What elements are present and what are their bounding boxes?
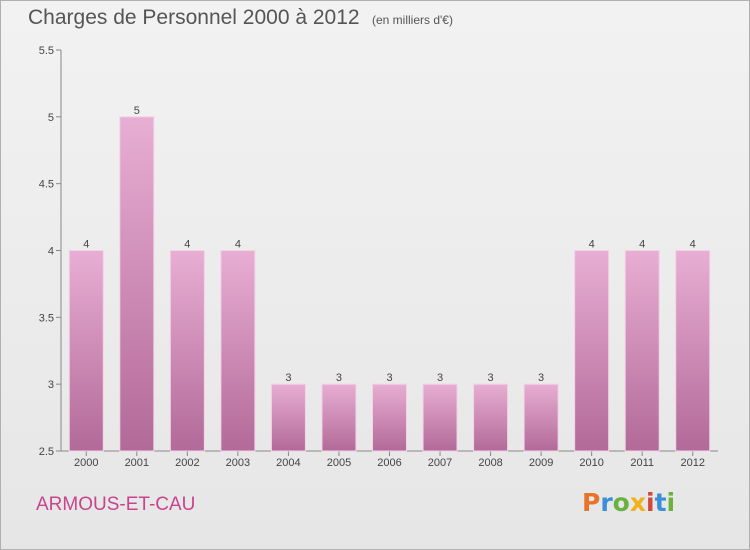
data-label: 3 (386, 372, 392, 384)
data-label: 4 (83, 239, 89, 251)
logo-letter: P (582, 488, 601, 517)
x-tick-label: 2012 (680, 457, 704, 469)
bar (422, 383, 458, 452)
y-tick-label: 3.5 (39, 312, 54, 324)
bar (675, 250, 711, 452)
data-label: 3 (285, 372, 291, 384)
data-label: 3 (336, 372, 342, 384)
data-label: 4 (639, 239, 645, 251)
logo-letter: x (629, 488, 646, 517)
x-tick-label: 2008 (478, 457, 502, 469)
x-tick-label: 2009 (529, 457, 553, 469)
x-tick-label: 2010 (579, 457, 603, 469)
bar (473, 383, 509, 452)
data-label: 4 (235, 239, 241, 251)
bar (372, 383, 407, 452)
data-label: 4 (589, 239, 595, 251)
y-tick-label: 5 (48, 112, 54, 124)
data-label: 5 (134, 105, 140, 117)
data-label: 4 (690, 239, 696, 251)
y-tick-label: 2.5 (39, 446, 54, 458)
bar (220, 250, 256, 452)
data-label: 3 (437, 372, 443, 384)
logo-letter: r (600, 488, 613, 517)
bar (624, 250, 660, 452)
x-tick-label: 2011 (630, 457, 654, 469)
data-label: 4 (184, 239, 190, 251)
x-tick-label: 2007 (428, 457, 452, 469)
y-tick-label: 4.5 (39, 179, 54, 191)
y-tick-label: 4 (48, 246, 54, 258)
chart-bars (68, 116, 711, 452)
bar (169, 250, 205, 452)
data-label: 3 (488, 372, 494, 384)
town-name: ARMOUS-ET-CAU (36, 494, 196, 515)
chart-title: Charges de Personnel 2000 à 2012 (28, 6, 360, 29)
bar (523, 383, 559, 452)
logo-letter: i (646, 488, 655, 517)
bar (321, 383, 357, 452)
bar (68, 250, 104, 452)
x-tick-label: 2001 (125, 457, 149, 469)
x-tick-label: 2004 (276, 457, 300, 469)
chart-labels: 2000 4 2001 5 2002 4 2003 4 2004 3 2005 3 2006 3 2007 3… (74, 105, 705, 469)
x-tick-label: 2003 (226, 457, 250, 469)
logo-letter: t (654, 488, 667, 517)
y-tick-label: 5.5 (39, 45, 54, 57)
x-tick-label: 2000 (74, 457, 98, 469)
proxiti-logo[interactable]: Proxiti (582, 488, 675, 517)
bar (574, 250, 610, 452)
logo-letter: o (612, 488, 630, 517)
bar (119, 116, 155, 452)
x-tick-label: 2005 (327, 457, 351, 469)
logo-letter: i (666, 488, 676, 517)
y-tick-label: 3 (48, 379, 54, 391)
data-label: 3 (538, 372, 544, 384)
x-tick-label: 2002 (175, 457, 199, 469)
chart-unit: (en milliers d'€) (372, 13, 453, 27)
x-tick-label: 2006 (377, 457, 401, 469)
bar (270, 383, 306, 452)
